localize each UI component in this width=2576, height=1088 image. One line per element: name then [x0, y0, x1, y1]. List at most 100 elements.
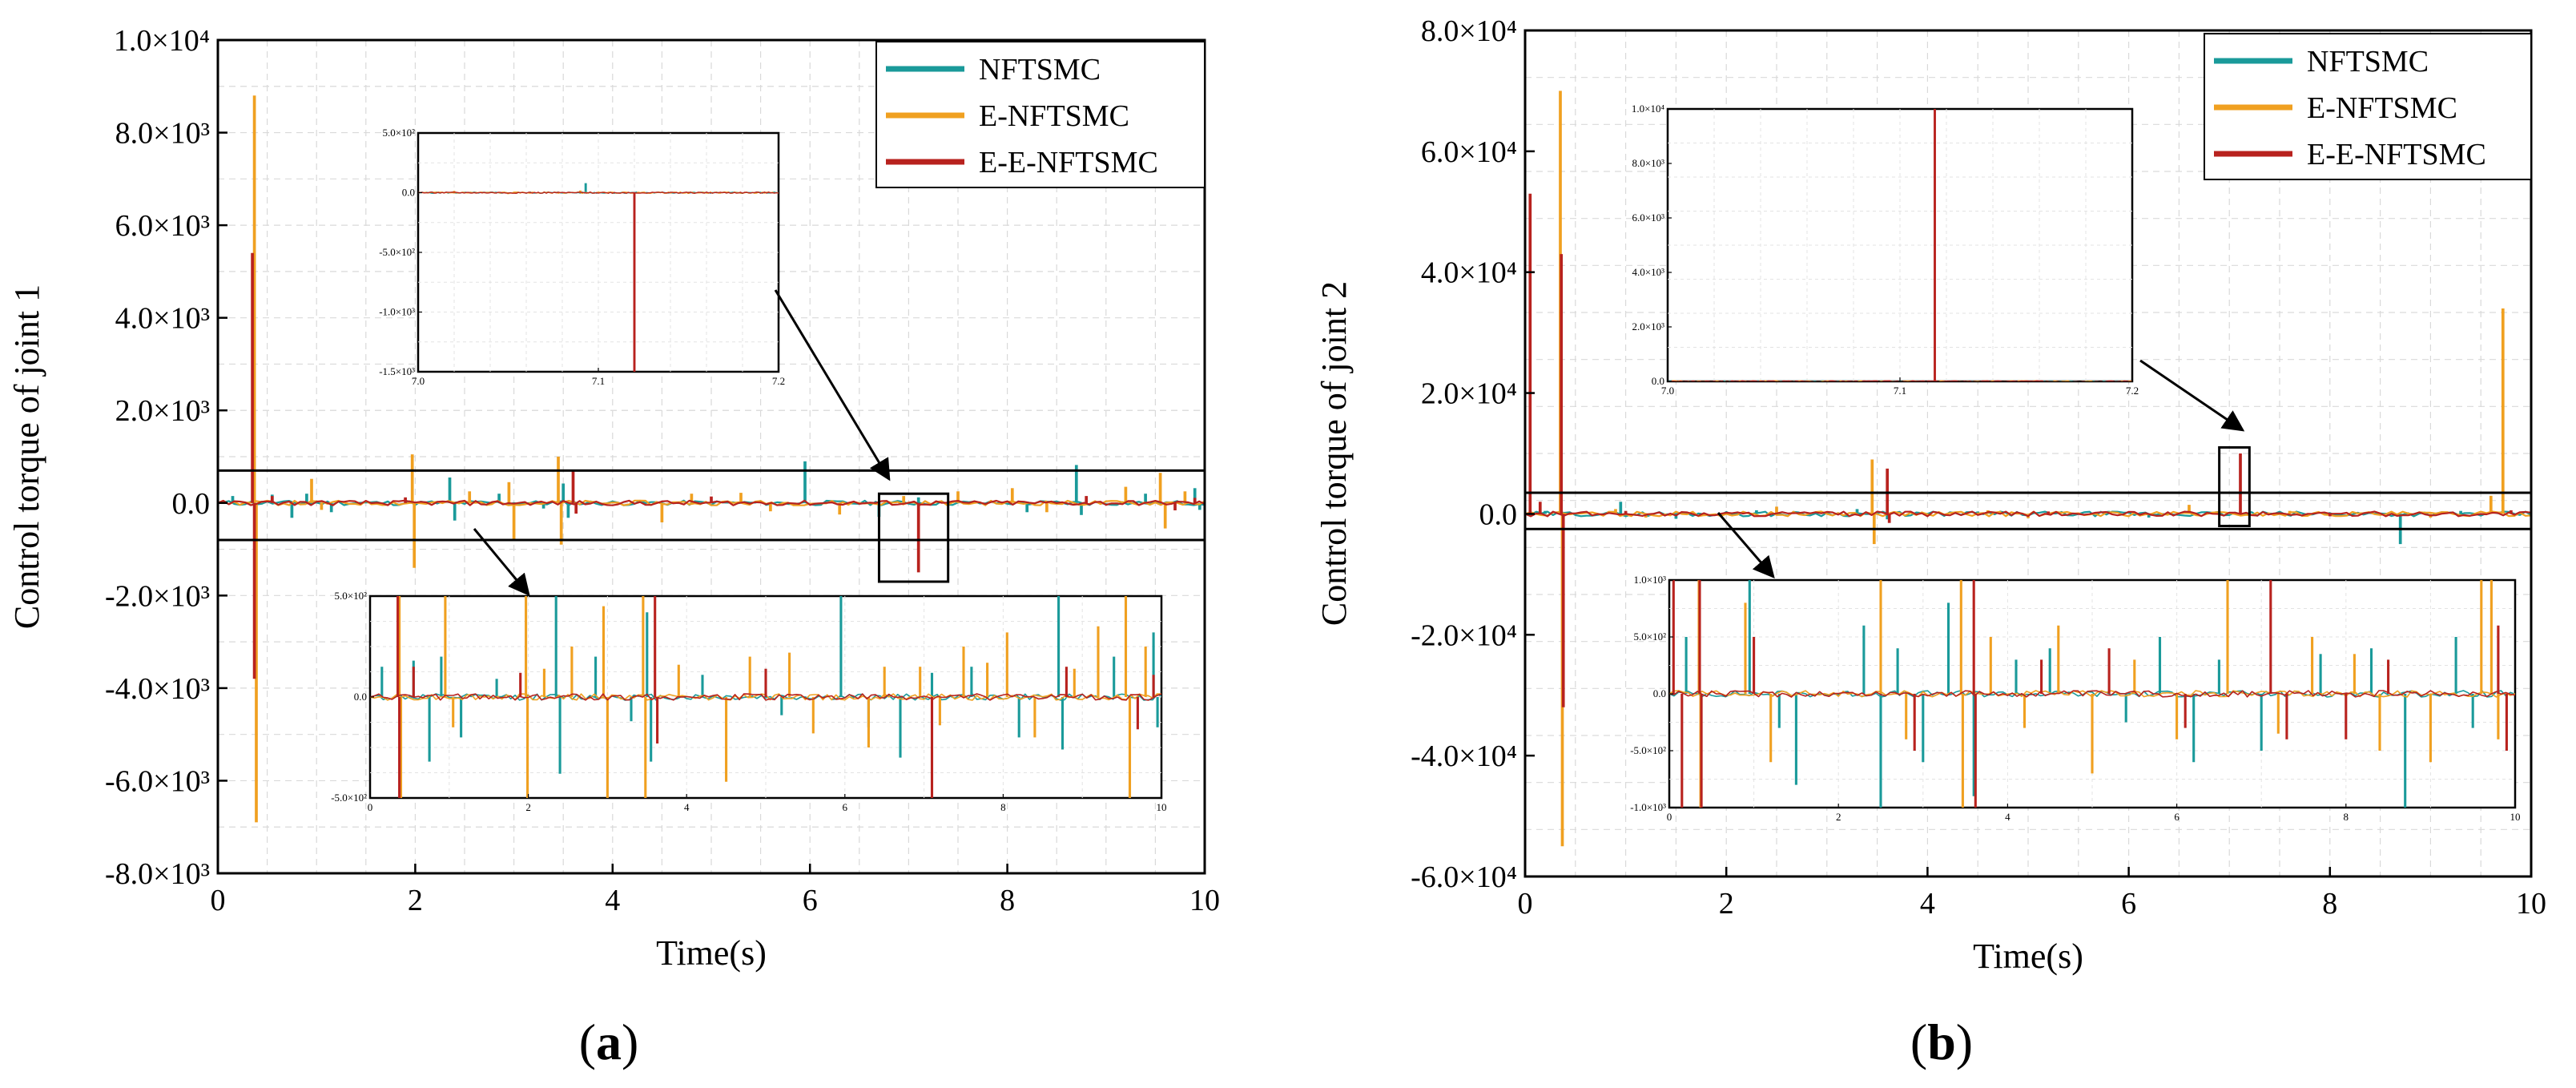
- x-tick-label-a-0: 0: [211, 884, 226, 917]
- y-tick-label-a-9: 1.0×10⁴: [114, 24, 210, 58]
- y-tick-label-b-6: 6.0×10⁴: [1421, 135, 1517, 169]
- inset-b-zoom-top: 7.0 7.1 7.2 0.0 2.0×10³ 4.0×10³ 6.0×10³ 8.0×10³…: [1632, 103, 2139, 397]
- inset-x-tick-label-b-1-1: 2: [1836, 811, 1841, 823]
- y-tick-label-a-2: -4.0×10³: [105, 672, 210, 706]
- inset-y-tick-label-a-0-2: -5.0×10²: [379, 246, 415, 258]
- inset-y-tick-label-b-0-5: 1.0×10⁴: [1632, 103, 1665, 115]
- y-tick-label-a-6: 4.0×10³: [115, 302, 210, 336]
- legend-label-b-2: E-E-NFTSMC: [2307, 138, 2486, 171]
- x-tick-label-b-2: 4: [1920, 887, 1935, 921]
- inset-x-tick-label-a-1-3: 6: [843, 801, 848, 813]
- inset-x-tick-label-b-1-0: 0: [1667, 811, 1672, 823]
- panel-label-part: (: [579, 1013, 596, 1070]
- panel-label-a: (a): [579, 1013, 639, 1070]
- inset-y-tick-label-a-0-4: 5.0×10²: [383, 127, 416, 139]
- inset-x-tick-label-a-0-2: 7.2: [772, 375, 785, 387]
- inset-series-b-1: [1669, 580, 2515, 808]
- inset-y-tick-label-b-1-3: 5.0×10²: [1634, 631, 1667, 643]
- y-tick-label-a-5: 2.0×10³: [115, 394, 210, 428]
- y-tick-label-b-5: 4.0×10⁴: [1421, 256, 1517, 290]
- series-group-b: [1525, 91, 2531, 847]
- y-tick-label-b-3: 0.0: [1479, 498, 1518, 531]
- inset-y-tick-label-b-0-1: 2.0×10³: [1632, 320, 1665, 332]
- inset-x-tick-label-a-0-0: 7.0: [412, 375, 425, 387]
- inset-b-zoom-bottom: 0 2 4 6 8 10 -1.0×10³ -5.0×10² 0.0 5.0×10² 1.0×10³: [1630, 574, 2520, 823]
- legend-label-a-2: E-E-NFTSMC: [979, 146, 1158, 179]
- chart-a: 0 2 4 6 8 10 -8.0×10³ -6.0×10³ -4.0×10³ -2.0×10³ 0…: [7, 24, 1220, 1070]
- legend-label-b-1: E-NFTSMC: [2307, 91, 2457, 125]
- series-b-baseline-2: [1525, 510, 2531, 518]
- zoom-arrow-b-0: [2139, 359, 2245, 432]
- x-tick-label-b-4: 8: [2322, 887, 2337, 921]
- inset-x-tick-label-b-1-3: 6: [2174, 811, 2180, 823]
- inset-x-tick-label-b-0-2: 7.2: [2126, 385, 2139, 397]
- inset-x-tick-label-a-1-1: 2: [525, 801, 531, 813]
- panel-label-part: ): [1956, 1013, 1973, 1070]
- inset-x-tick-label-b-1-5: 10: [2510, 811, 2521, 823]
- inset-a-1-baseline-2: [370, 693, 1161, 701]
- inset-a-zoom-bottom: 0 2 4 6 8 10 -5.0×10² 0.0 5.0×10²: [331, 590, 1166, 813]
- y-tick-label-b-2: -2.0×10⁴: [1411, 619, 1517, 652]
- axes-frame-b: [1523, 29, 2533, 878]
- inset-series-a-1: [370, 596, 1161, 798]
- inset-x-tick-label-a-1-2: 4: [684, 801, 690, 813]
- inset-y-tick-label-a-0-0: -1.5×10³: [379, 365, 415, 377]
- inset-y-tick-label-b-1-4: 1.0×10³: [1634, 574, 1667, 586]
- panel-label-part: ): [622, 1013, 638, 1070]
- inset-y-tick-label-a-0-1: -1.0×10³: [379, 306, 415, 318]
- x-tick-label-a-1: 2: [408, 884, 423, 917]
- inset-y-tick-label-b-0-4: 8.0×10³: [1632, 157, 1665, 169]
- inset-b-1-baseline-2: [1669, 690, 2515, 698]
- inset-x-tick-label-b-1-4: 8: [2344, 811, 2349, 823]
- x-tick-label-b-3: 6: [2121, 887, 2136, 921]
- zoom-arrow-a-1: [473, 528, 530, 597]
- x-axis-label-a: Time(s): [656, 933, 767, 973]
- inset-x-tick-label-b-1-2: 4: [2005, 811, 2010, 823]
- inset-x-tick-label-a-1-4: 8: [1000, 801, 1006, 813]
- zoom-arrow-b-1: [1717, 512, 1775, 579]
- panel-label-part: a: [596, 1013, 622, 1070]
- y-tick-label-b-1: -4.0×10⁴: [1411, 739, 1517, 773]
- legend-label-a-0: NFTSMC: [979, 53, 1101, 87]
- y-tick-label-a-8: 8.0×10³: [115, 117, 210, 151]
- y-tick-label-a-0: -8.0×10³: [105, 857, 210, 891]
- y-axis-label-a: Control torque of joint 1: [7, 284, 46, 629]
- inset-y-tick-label-b-1-2: 0.0: [1653, 687, 1666, 699]
- y-tick-label-b-7: 8.0×10⁴: [1421, 14, 1517, 48]
- y-tick-label-a-1: -6.0×10³: [105, 764, 210, 798]
- y-tick-label-a-4: 0.0: [172, 487, 211, 521]
- inset-x-tick-label-b-0-1: 7.1: [1894, 385, 1906, 397]
- inset-x-tick-label-b-0-0: 7.0: [1661, 385, 1674, 397]
- inset-y-tick-label-a-1-0: -5.0×10²: [331, 792, 367, 804]
- x-tick-label-b-1: 2: [1719, 887, 1734, 921]
- y-tick-label-b-4: 2.0×10⁴: [1421, 377, 1517, 411]
- x-tick-label-a-2: 4: [605, 884, 620, 917]
- inset-x-tick-label-a-0-1: 7.1: [592, 375, 605, 387]
- highlight-box-b-1: [2218, 445, 2251, 528]
- inset-a-0-baseline-2: [418, 191, 779, 194]
- zoom-arrow-a-0: [774, 289, 891, 482]
- chart-b: 0 2 4 6 8 10 -6.0×10⁴ -4.0×10⁴ -2.0×10⁴ 0.0 2.0×10…: [1314, 14, 2546, 1070]
- inset-a-1-baseline-0: [370, 693, 1161, 701]
- inset-x-tick-label-a-1-0: 0: [368, 801, 373, 813]
- inset-y-tick-label-b-0-3: 6.0×10³: [1632, 212, 1665, 224]
- inset-series-a-0: [418, 183, 779, 372]
- inset-y-tick-label-a-0-3: 0.0: [402, 187, 415, 199]
- inset-y-tick-label-a-1-1: 0.0: [354, 691, 367, 703]
- panel-label-b: (b): [1910, 1013, 1973, 1070]
- y-tick-label-b-0: -6.0×10⁴: [1411, 860, 1517, 894]
- y-tick-label-a-3: -2.0×10³: [105, 579, 210, 613]
- x-tick-label-b-0: 0: [1518, 887, 1533, 921]
- series-a-baseline-1: [218, 499, 1205, 506]
- legend-label-a-1: E-NFTSMC: [979, 99, 1129, 133]
- inset-a-zoom-top: 7.0 7.1 7.2 -1.5×10³ -1.0×10³ -5.0×10² 0.0 5.0×…: [379, 127, 785, 387]
- axes-frame-a: [216, 38, 1206, 875]
- series-group-a: [218, 95, 1205, 823]
- x-tick-label-a-4: 8: [1000, 884, 1015, 917]
- inset-y-tick-label-a-1-2: 5.0×10²: [335, 590, 368, 602]
- inset-y-tick-label-b-0-0: 0.0: [1652, 375, 1664, 387]
- legend-label-b-0: NFTSMC: [2307, 45, 2429, 79]
- x-axis-label-b: Time(s): [1973, 937, 2083, 976]
- inset-x-tick-label-a-1-5: 10: [1157, 801, 1167, 813]
